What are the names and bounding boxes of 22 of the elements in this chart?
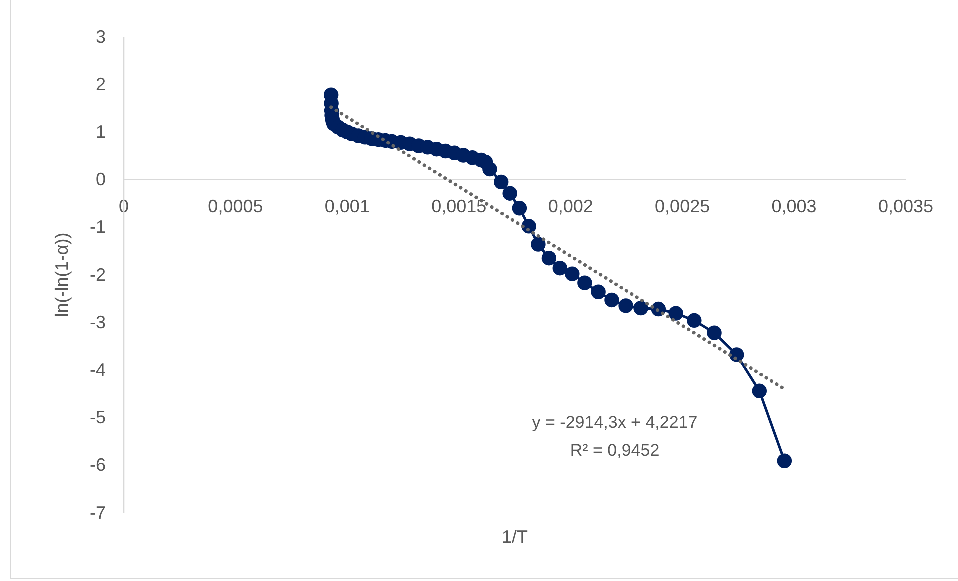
y-tick-label: 2	[96, 74, 106, 94]
y-axis-title: ln(-ln(1-α))	[52, 232, 72, 318]
x-axis-title: 1/T	[502, 527, 528, 547]
y-tick-label: -4	[90, 360, 106, 380]
y-tick-label: -5	[90, 408, 106, 428]
annotation: y = -2914,3x + 4,2217	[532, 413, 698, 432]
x-tick-label: 0,0035	[878, 196, 934, 217]
y-tick-label: -2	[90, 264, 106, 285]
y-tick-label: 1	[96, 122, 106, 142]
y-tick-label: -3	[90, 312, 106, 332]
y-tick-label: 3	[96, 26, 106, 47]
y-tick-label: -6	[90, 455, 106, 476]
x-tick-label: 0,002	[548, 196, 594, 217]
x-tick-label: 0,0025	[655, 196, 710, 217]
annotation: R² = 0,9452	[570, 441, 660, 460]
y-tick-label: 0	[96, 170, 106, 190]
x-tick-label: 0,003	[772, 196, 817, 217]
x-tick-label: 0,0015	[432, 196, 487, 217]
x-tick-label: 0,001	[324, 196, 370, 217]
y-tick-label: -7	[90, 502, 106, 523]
y-tick-label: -1	[90, 217, 106, 238]
x-tick-label: 0,0005	[208, 196, 264, 217]
